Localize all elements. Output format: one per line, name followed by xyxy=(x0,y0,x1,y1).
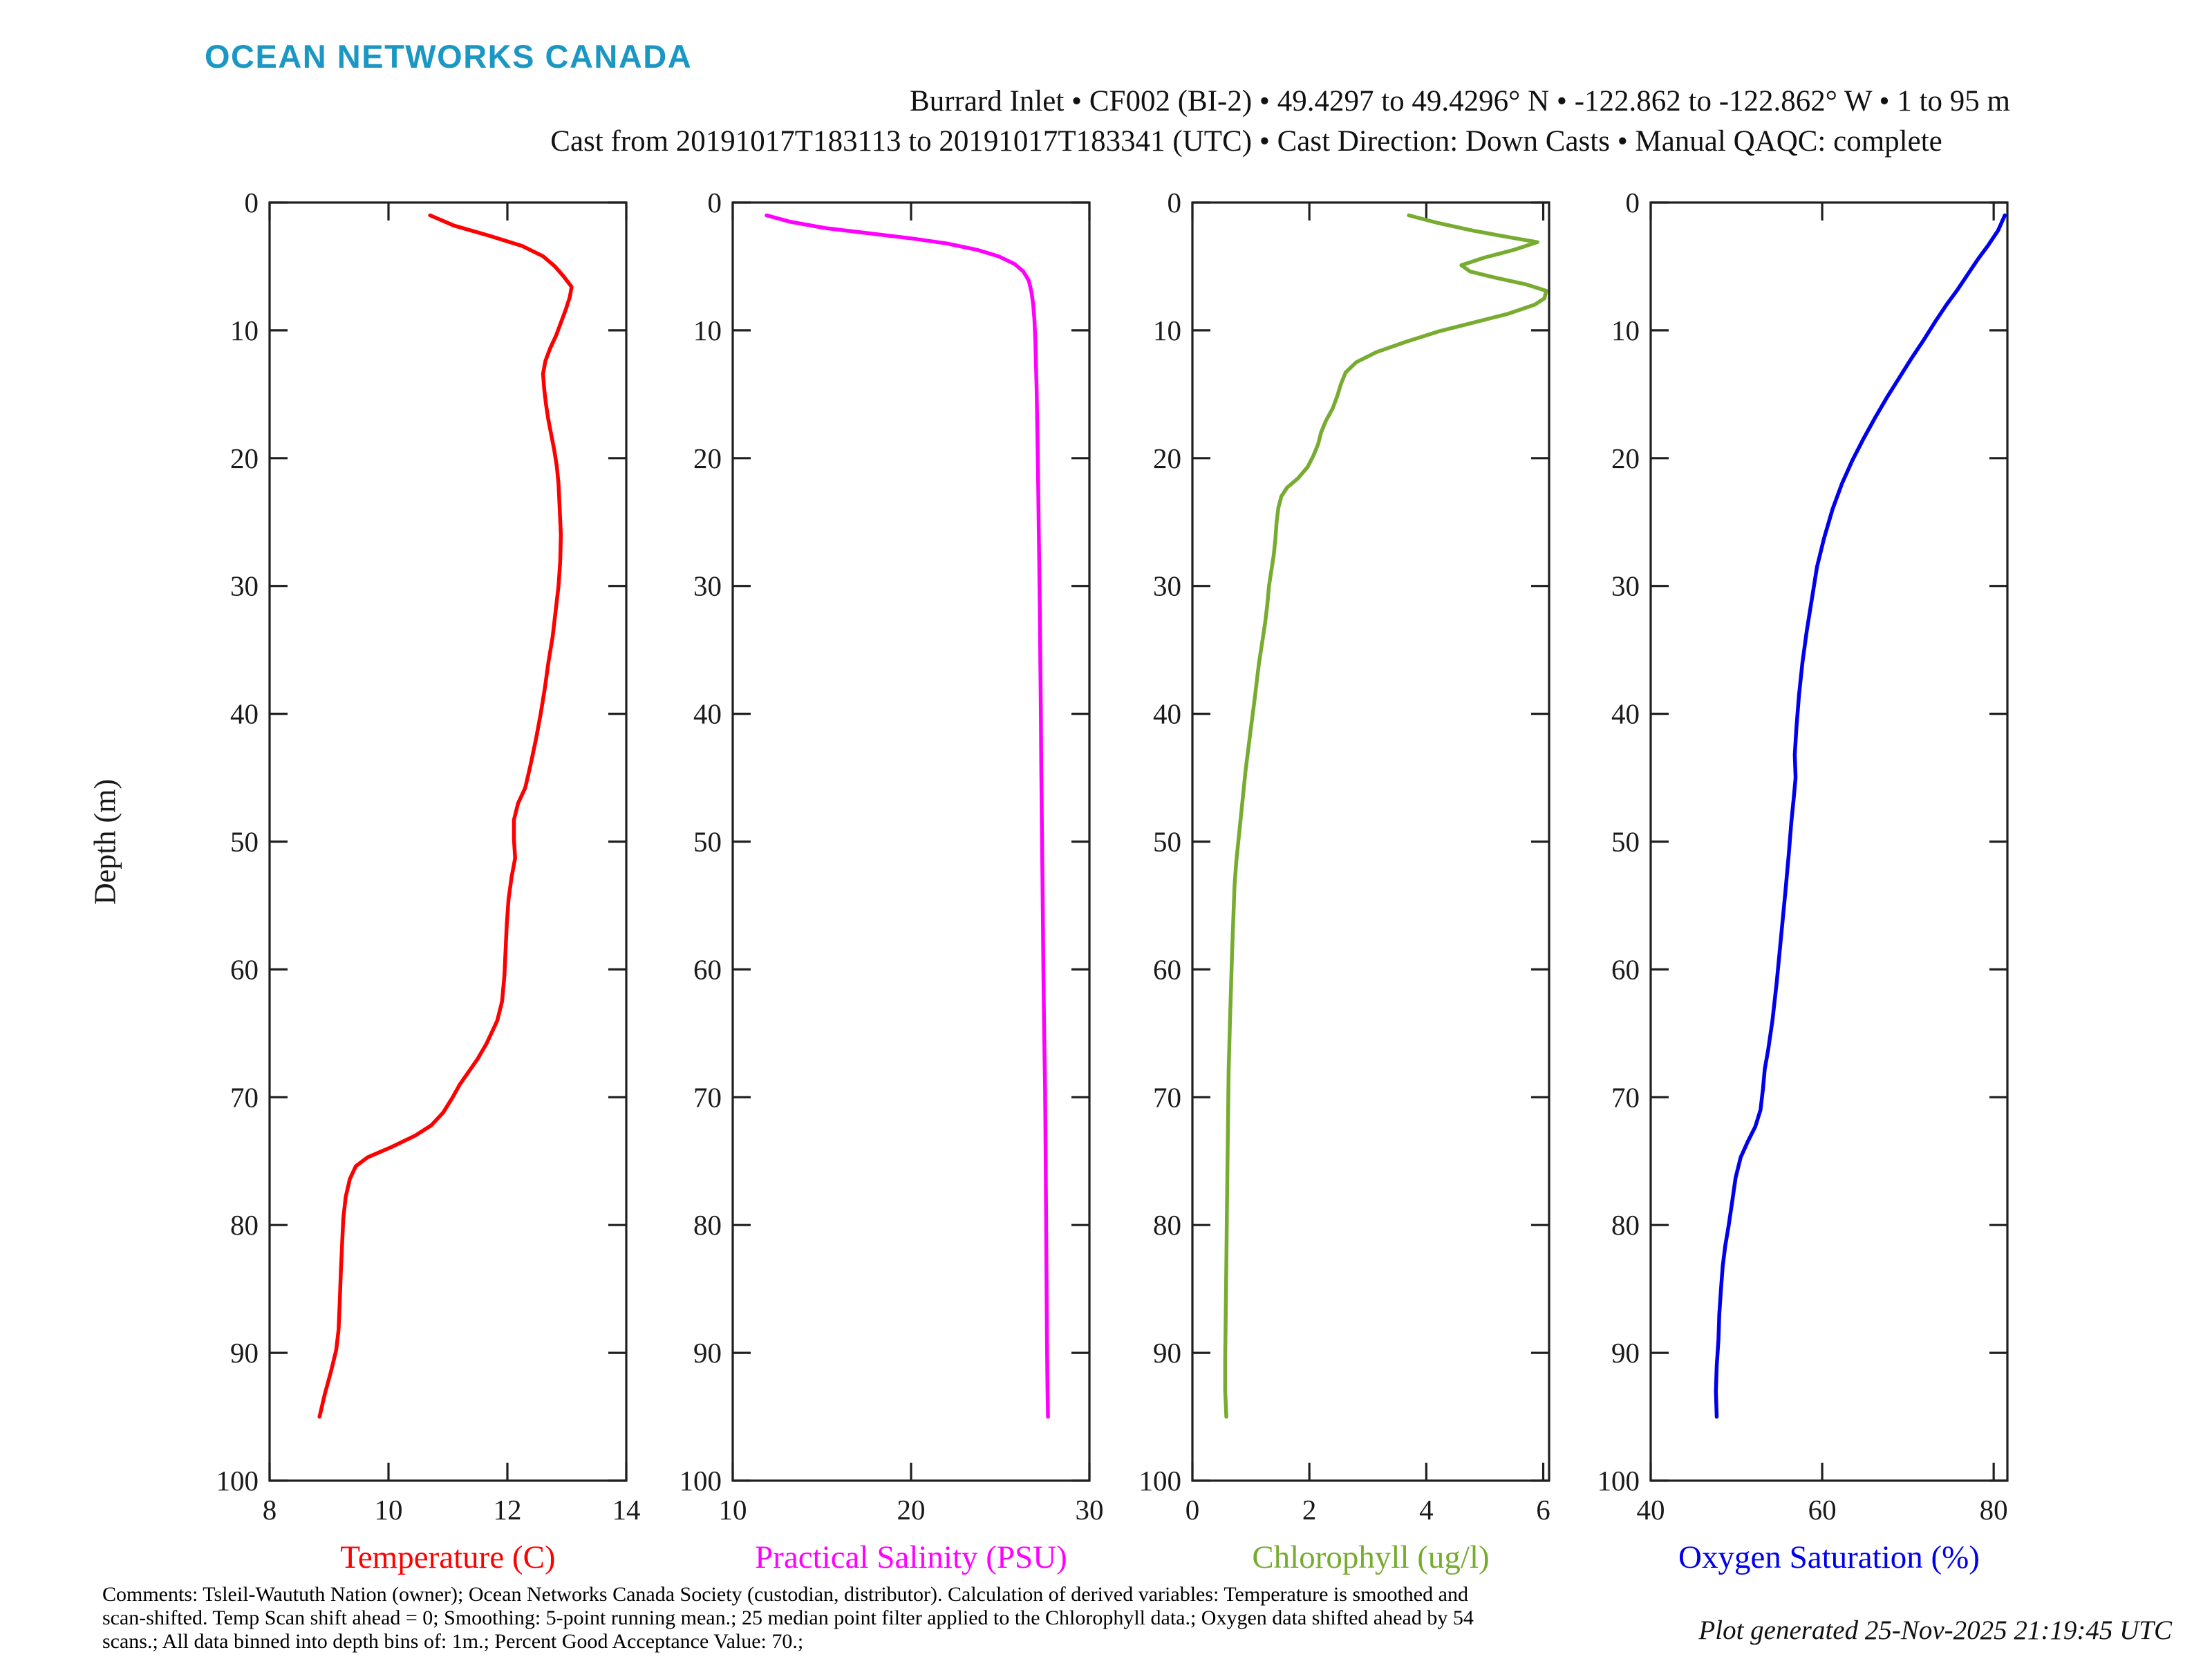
depth-tick-label: 0 xyxy=(1626,187,1640,218)
x-tick-label: 30 xyxy=(1076,1494,1104,1526)
depth-tick-label: 80 xyxy=(1611,1209,1640,1241)
x-axis-label: Chlorophyll (ug/l) xyxy=(1252,1539,1489,1575)
x-tick-label: 12 xyxy=(494,1494,522,1526)
x-tick-label: 2 xyxy=(1302,1494,1317,1526)
x-tick-label: 6 xyxy=(1536,1494,1550,1526)
depth-tick-label: 40 xyxy=(1611,698,1640,730)
depth-tick-label: 30 xyxy=(1611,570,1640,602)
depth-tick-label: 0 xyxy=(245,187,259,218)
axes-box xyxy=(268,201,628,1482)
depth-tick-label: 10 xyxy=(1611,315,1640,346)
x-tick-label: 4 xyxy=(1419,1494,1434,1526)
depth-tick-label: 30 xyxy=(693,570,722,602)
depth-tick-label: 20 xyxy=(1611,442,1640,474)
depth-tick-label: 70 xyxy=(230,1081,259,1113)
depth-tick-label: 0 xyxy=(708,187,722,218)
depth-tick-label: 50 xyxy=(1153,826,1181,858)
depth-axis-label: Depth (m) xyxy=(88,778,122,906)
depth-tick-label: 50 xyxy=(230,826,259,858)
x-tick-label: 10 xyxy=(719,1494,747,1526)
depth-tick-label: 60 xyxy=(693,953,722,985)
temperature-curve xyxy=(317,213,574,1419)
comments-line-3: scans.; All data binned into depth bins … xyxy=(102,1630,804,1653)
depth-tick-label: 20 xyxy=(1153,442,1181,474)
x-tick-label: 40 xyxy=(1637,1494,1665,1526)
axes-box xyxy=(1649,201,2009,1482)
practical-curve xyxy=(765,213,1050,1419)
depth-tick-label: 100 xyxy=(679,1465,722,1497)
comments-line-1: Comments: Tsleil-Waututh Nation (owner);… xyxy=(102,1583,1468,1606)
depth-tick-label: 70 xyxy=(693,1081,722,1113)
axes-box xyxy=(1191,201,1550,1482)
chlorophyll-curve xyxy=(1223,213,1548,1419)
depth-tick-label: 90 xyxy=(1153,1337,1181,1369)
x-tick-label: 60 xyxy=(1808,1494,1837,1526)
depth-tick-label: 30 xyxy=(230,570,259,602)
plot-title-line1: Burrard Inlet • CF002 (BI-2) • 49.4297 t… xyxy=(910,85,2010,118)
depth-tick-label: 70 xyxy=(1153,1081,1181,1113)
depth-tick-label: 100 xyxy=(216,1465,259,1497)
depth-tick-label: 100 xyxy=(1597,1465,1640,1497)
x-tick-label: 80 xyxy=(1980,1494,2008,1526)
depth-tick-label: 80 xyxy=(693,1209,722,1241)
depth-tick-label: 60 xyxy=(1153,953,1181,985)
depth-tick-label: 20 xyxy=(693,442,722,474)
x-axis-label: Practical Salinity (PSU) xyxy=(755,1539,1067,1575)
depth-tick-label: 60 xyxy=(1611,953,1640,985)
x-tick-label: 10 xyxy=(375,1494,403,1526)
plot-generated-timestamp: Plot generated 25-Nov-2025 21:19:45 UTC xyxy=(1698,1615,2172,1645)
depth-tick-label: 90 xyxy=(1611,1337,1640,1369)
depth-tick-label: 40 xyxy=(230,698,259,730)
x-tick-label: 0 xyxy=(1185,1494,1200,1526)
depth-tick-label: 80 xyxy=(1153,1209,1181,1241)
depth-tick-label: 40 xyxy=(693,698,722,730)
depth-tick-label: 40 xyxy=(1153,698,1181,730)
onc-logo: OCEAN NETWORKS CANADA xyxy=(205,38,693,75)
depth-tick-label: 90 xyxy=(230,1337,259,1369)
depth-tick-label: 50 xyxy=(693,826,722,858)
depth-tick-label: 50 xyxy=(1611,826,1640,858)
depth-tick-label: 10 xyxy=(230,315,259,346)
depth-tick-label: 80 xyxy=(230,1209,259,1241)
depth-tick-label: 70 xyxy=(1611,1081,1640,1113)
plot-title-line2: Cast from 20191017T183113 to 20191017T18… xyxy=(550,125,1942,158)
x-axis-label: Temperature (C) xyxy=(340,1539,555,1575)
depth-tick-label: 10 xyxy=(1153,315,1181,346)
x-axis-label: Oxygen Saturation (%) xyxy=(1678,1539,1980,1575)
depth-tick-label: 30 xyxy=(1153,570,1181,602)
depth-tick-label: 20 xyxy=(230,442,259,474)
oxygen-curve xyxy=(1714,213,2007,1419)
depth-tick-label: 60 xyxy=(230,953,259,985)
comments-line-2: scan-shifted. Temp Scan shift ahead = 0;… xyxy=(102,1606,1474,1629)
depth-tick-label: 10 xyxy=(693,315,722,346)
x-tick-label: 8 xyxy=(263,1494,277,1526)
x-tick-label: 20 xyxy=(897,1494,926,1526)
comments-text: Comments: Tsleil-Waututh Nation (owner);… xyxy=(102,1583,1474,1653)
depth-tick-label: 0 xyxy=(1168,187,1182,218)
depth-tick-label: 90 xyxy=(693,1337,722,1369)
x-tick-label: 14 xyxy=(612,1494,641,1526)
depth-tick-label: 100 xyxy=(1139,1465,1182,1497)
